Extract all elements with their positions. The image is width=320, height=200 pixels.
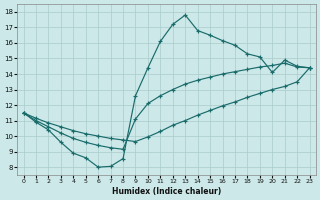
X-axis label: Humidex (Indice chaleur): Humidex (Indice chaleur) [112, 187, 221, 196]
